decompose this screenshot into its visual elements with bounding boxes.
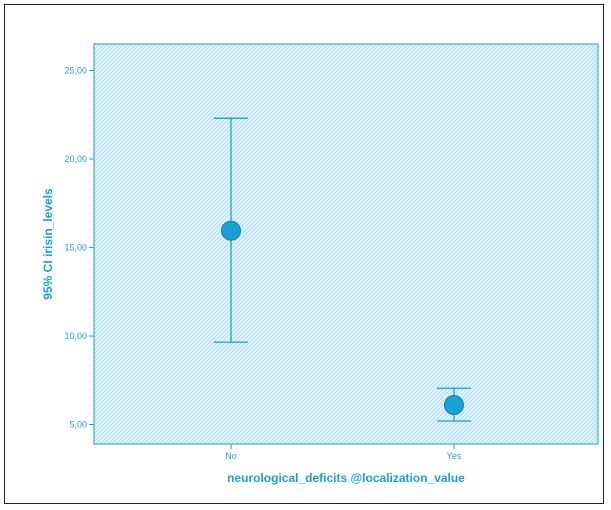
x-axis: No Yes <box>225 444 462 461</box>
x-tick-label: No <box>225 451 237 461</box>
y-axis: 5,00 10,00 15,00 20,00 25,00 <box>64 66 94 430</box>
y-tick-label: 10,00 <box>64 331 87 341</box>
x-axis-title: neurological_deficits @localization_valu… <box>227 471 465 485</box>
y-axis-title: 95% CI irisin_levels <box>41 188 55 300</box>
plot-area <box>93 43 599 445</box>
y-tick-label: 5,00 <box>69 420 87 430</box>
mean-point <box>444 395 464 416</box>
mean-point <box>221 220 241 241</box>
y-tick-label: 15,00 <box>64 243 87 253</box>
error-bars <box>214 117 471 422</box>
x-tick-label: Yes <box>447 451 462 461</box>
y-tick-label: 25,00 <box>64 66 87 76</box>
y-tick-label: 20,00 <box>64 154 87 164</box>
